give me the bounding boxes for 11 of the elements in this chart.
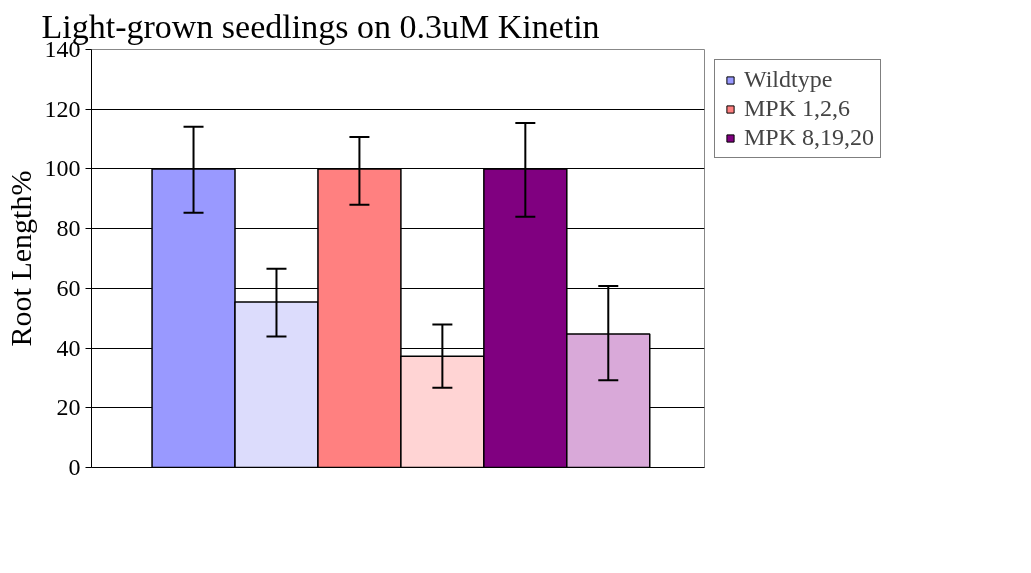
y-tick-label: 120 <box>44 95 81 122</box>
legend-label: MPK 8,19,20 <box>744 124 875 151</box>
y-axis-title: Root Length% <box>3 170 37 347</box>
y-tick-label: 20 <box>56 394 81 421</box>
legend-label: Wildtype <box>744 66 833 93</box>
y-tick-label: 80 <box>56 215 81 242</box>
y-tick-label: 0 <box>68 454 81 480</box>
y-tick-label: 40 <box>56 334 81 361</box>
legend-label: MPK 1,2,6 <box>744 95 851 122</box>
y-tick-label: 60 <box>56 274 81 301</box>
y-tick-label: 100 <box>44 155 81 182</box>
